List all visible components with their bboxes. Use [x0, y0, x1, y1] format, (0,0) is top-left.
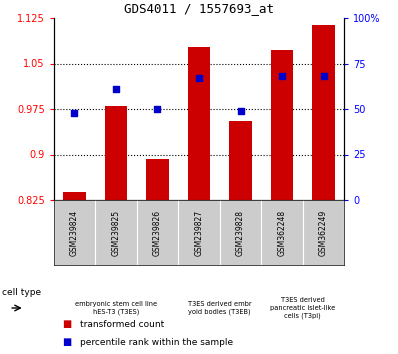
Text: GSM239824: GSM239824 — [70, 210, 79, 256]
Point — [154, 106, 161, 112]
Text: GSM362248: GSM362248 — [277, 210, 287, 256]
Text: ■: ■ — [62, 319, 71, 329]
Title: GDS4011 / 1557693_at: GDS4011 / 1557693_at — [124, 2, 274, 16]
Point — [237, 108, 244, 114]
Bar — [312, 25, 335, 200]
Text: GSM239828: GSM239828 — [236, 210, 245, 256]
Text: T3ES derived embr
yoid bodies (T3EB): T3ES derived embr yoid bodies (T3EB) — [188, 301, 252, 315]
Point — [113, 86, 119, 92]
Bar — [271, 50, 293, 200]
Point — [71, 110, 78, 115]
Bar — [229, 121, 252, 200]
Bar — [63, 192, 86, 200]
Point — [196, 75, 202, 81]
Text: percentile rank within the sample: percentile rank within the sample — [80, 338, 233, 347]
Point — [320, 73, 327, 79]
Bar — [146, 159, 169, 200]
Point — [279, 73, 285, 79]
Text: GSM362249: GSM362249 — [319, 209, 328, 256]
Text: GSM239826: GSM239826 — [153, 210, 162, 256]
Text: transformed count: transformed count — [80, 320, 164, 329]
Bar — [105, 106, 127, 200]
Text: ■: ■ — [62, 337, 71, 348]
Text: GSM239827: GSM239827 — [195, 210, 203, 256]
Text: GSM239825: GSM239825 — [111, 210, 121, 256]
Text: embryonic stem cell line
hES-T3 (T3ES): embryonic stem cell line hES-T3 (T3ES) — [75, 301, 157, 315]
Bar — [187, 46, 211, 200]
Text: T3ES derived
pancreatic islet-like
cells (T3pi): T3ES derived pancreatic islet-like cells… — [270, 297, 336, 319]
Text: cell type: cell type — [2, 289, 41, 297]
